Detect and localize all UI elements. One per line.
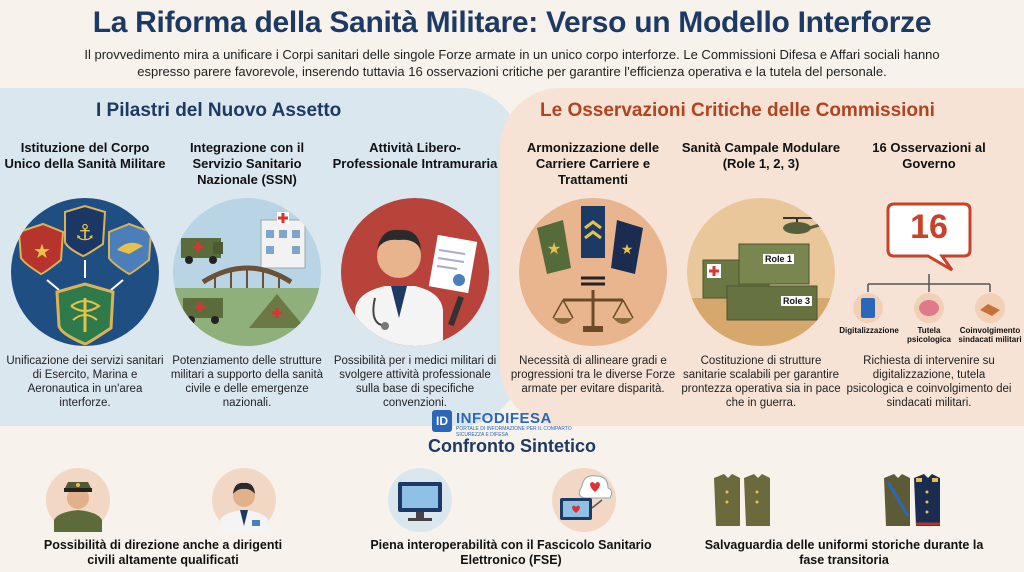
pillar-heading: Integrazione con il Servizio Sanitario N… [189,140,305,187]
observation-count: 16 [910,208,948,246]
doctor-certificate-icon [341,198,489,346]
speech-bubble-16-icon: 16 Digitalizzazione Tutela psicologica C… [839,198,1022,346]
sub-item-tutela: Tutela psicologica [906,326,951,344]
historic-uniforms-icon [880,468,944,532]
civilian-doctor-icon [212,468,276,532]
svg-text:★: ★ [547,239,561,258]
logo-tagline: PORTALE DI INFORMAZIONE PER IL COMPARTO … [456,426,572,438]
rank-scale-icon: ★ ★ [519,198,667,346]
observation-16: 16 Osservazioni al Governo 16 Digitalizz… [839,140,1022,410]
infodifesa-logo: ID INFODIFESA PORTALE DI INFORMAZIONE PE… [432,410,592,438]
observation-text: Necessità di allineare gradi e progressi… [510,355,676,395]
role-1-label: Role 1 [763,254,795,264]
page-subtitle: Il provvedimento mira a unificare i Corp… [84,47,940,79]
svg-text:★: ★ [33,239,51,263]
pillar-heading: Istituzione del Corpo Unico della Sanità… [4,140,166,171]
monitor-icon [388,468,452,532]
shields-merge-icon: ★ ⚓ [11,198,159,346]
svg-text:★: ★ [621,242,634,258]
logo-name: INFODIFESA [456,410,552,427]
field-containers-icon: Role 1 Role 3 [687,198,835,346]
pillar-text: Unificazione dei servizi sanitari di Ese… [6,355,164,409]
observation-heading: Sanità Campale Modulare (Role 1, 2, 3) [681,140,841,171]
sub-item-sindacati: Coinvolgimento sindacati militari [958,326,1022,344]
comparison-text: Salvaguardia delle uniformi storiche dur… [704,538,984,567]
observation-sanita-campale: Sanità Campale Modulare (Role 1, 2, 3) R… [678,140,844,410]
observation-text: Costituzione di strutture sanitarie scal… [681,355,841,409]
comparison-text: Possibilità di direzione anche a dirigen… [43,538,283,567]
comparison-text: Piena interoperabilità con il Fascicolo … [370,538,652,567]
pillar-intramuraria: Attività Libero-Professionale Intramurar… [332,140,498,410]
hospital-bridge-icon [173,198,321,346]
observation-heading: Armonizzazione delle Carriere Carriere e… [526,140,660,187]
cloud-health-icon [552,468,616,532]
svg-text:⚓: ⚓ [75,221,95,246]
header: La Riforma della Sanità Militare: Verso … [0,0,1024,88]
page-title: La Riforma della Sanità Militare: Verso … [92,6,932,39]
left-panel: I Pilastri del Nuovo Assetto Istituzione… [0,88,520,426]
military-officer-icon [46,468,110,532]
logo-badge: ID [432,410,452,432]
left-panel-title: I Pilastri del Nuovo Assetto [96,100,342,121]
pillar-text: Potenziamento delle strutture militari a… [170,355,324,409]
pillar-text: Possibilità per i medici militari di svo… [333,355,497,409]
observation-heading: 16 Osservazioni al Governo [872,140,986,171]
pillar-ssn: Integrazione con il Servizio Sanitario N… [164,140,330,410]
pillar-heading: Attività Libero-Professionale Intramurar… [332,140,498,171]
role-3-label: Role 3 [781,296,813,306]
pillar-corpo-unico: Istituzione del Corpo Unico della Sanità… [2,140,168,410]
observation-carriere: Armonizzazione delle Carriere Carriere e… [510,140,676,396]
right-panel: Le Osservazioni Critiche delle Commissio… [500,88,1024,426]
observation-text: Richiesta di intervenire su digitalizzaz… [846,355,1012,409]
sub-item-digitalizzazione: Digitalizzazione [839,326,899,335]
right-panel-title: Le Osservazioni Critiche delle Commissio… [540,100,935,121]
uniforms-icon [710,468,774,532]
comparison-title: Confronto Sintetico [428,436,596,456]
